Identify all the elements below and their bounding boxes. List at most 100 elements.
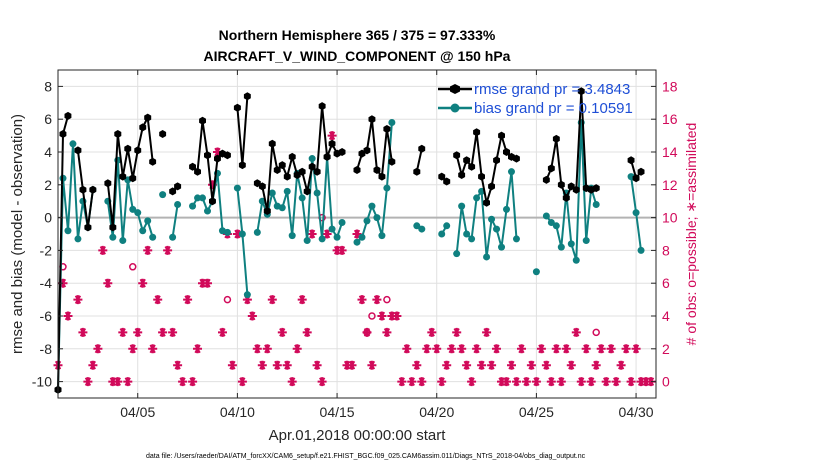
- obs-assimilated-point: [252, 344, 262, 354]
- rmse-point: [338, 148, 346, 156]
- bias-point: [333, 233, 341, 241]
- obs-assimilated-point: [556, 377, 566, 387]
- obs-assimilated-point: [342, 360, 352, 370]
- obs-assimilated-point: [372, 295, 382, 305]
- obs-assimilated-point: [626, 377, 636, 387]
- y-right-tick-label: 8: [662, 242, 670, 258]
- obs-assimilated-point: [377, 311, 387, 321]
- rmse-point: [577, 87, 585, 96]
- obs-assimilated-point: [232, 229, 242, 239]
- rmse-point: [119, 172, 127, 181]
- rmse-point: [149, 157, 157, 166]
- bias-point: [308, 155, 316, 163]
- rmse-point: [169, 187, 177, 196]
- bias-point: [488, 215, 496, 223]
- rmse-point: [214, 154, 221, 163]
- rmse-point: [378, 172, 386, 181]
- y-left-tick-label: 0: [44, 210, 52, 226]
- obs-assimilated-point: [561, 344, 571, 354]
- obs-assimilated-point: [536, 344, 546, 354]
- obs-assimilated-point: [412, 360, 422, 370]
- rmse-point: [627, 156, 635, 165]
- bias-point: [243, 291, 251, 299]
- bias-point: [493, 225, 501, 233]
- rmse-point: [209, 197, 216, 206]
- obs-assimilated-point: [362, 327, 372, 337]
- axis-ticks: 04/05 04/10 04/15 04/20 04/25 04/30 -10 -8 -6 -4 -…: [32, 70, 678, 420]
- obs-assimilated-point: [502, 377, 511, 387]
- y-left-tick-label: -6: [40, 308, 53, 324]
- rmse-point: [283, 172, 291, 181]
- rmse-point: [562, 193, 570, 202]
- obs-assimilated-point: [178, 377, 188, 387]
- obs-assimilated-point: [382, 327, 392, 337]
- bias-point: [69, 140, 77, 148]
- rmse-point: [478, 172, 485, 181]
- obs-assimilated-point: [327, 131, 337, 141]
- rmse-point: [114, 130, 122, 138]
- obs-assimilated-point: [457, 344, 467, 354]
- bias-point: [368, 202, 376, 210]
- bias-point: [328, 225, 336, 233]
- bias-point: [353, 238, 361, 246]
- rmse-point: [224, 151, 231, 160]
- obs-assimilated-point: [237, 377, 247, 387]
- y-right-tick-label: 12: [662, 177, 678, 193]
- obs-assimilated-point: [601, 377, 611, 387]
- obs-assimilated-point: [188, 377, 198, 387]
- bias-point: [74, 235, 82, 243]
- rmse-point: [144, 113, 152, 122]
- bias-point: [542, 212, 550, 220]
- y-left-tick-label: -4: [40, 275, 53, 291]
- x-tick-label: 04/10: [220, 404, 255, 420]
- rmse-point: [438, 172, 446, 181]
- bias-point: [278, 204, 286, 212]
- obs-assimilated-point: [133, 327, 143, 337]
- rmse-point: [458, 171, 466, 179]
- rmse-point: [59, 130, 67, 138]
- bias-point: [238, 230, 246, 238]
- rmse-point: [418, 144, 426, 153]
- obs-assimilated-point: [546, 377, 556, 387]
- bias-point: [592, 200, 600, 208]
- obs-assimilated-point: [422, 344, 432, 354]
- rmse-point: [189, 162, 196, 171]
- rmse-point: [552, 134, 560, 143]
- legend-rmse-label: rmse grand pr = 3.4843: [474, 81, 630, 98]
- bias-point: [283, 187, 291, 195]
- obs-assimilated-point: [332, 245, 342, 255]
- obs-assimilated-point: [631, 344, 641, 354]
- bias-point: [129, 205, 137, 213]
- obs-assimilated-point: [83, 377, 93, 387]
- bias-point: [373, 214, 381, 222]
- rmse-point: [488, 182, 495, 191]
- y-axis-right-label: # of obs: o=possible; ∗=assimilated: [683, 123, 699, 346]
- y-left-tick-label: 4: [44, 144, 52, 160]
- bias-point: [144, 217, 152, 225]
- y-right-tick-label: 0: [662, 374, 670, 390]
- obs-assimilated-point: [272, 360, 282, 370]
- rmse-point: [503, 148, 510, 156]
- y-axis-left-label: rmse and bias (model - observation): [9, 114, 26, 354]
- bias-point: [233, 184, 241, 192]
- obs-assimilated-point: [397, 377, 407, 387]
- obs-assimilated-point: [103, 278, 113, 288]
- y-right-tick-label: 14: [662, 144, 678, 160]
- y-right-tick-label: 18: [662, 78, 678, 94]
- y-left-tick-label: 2: [44, 177, 52, 193]
- bias-point: [483, 253, 491, 261]
- bias-point: [159, 191, 167, 199]
- y-right-tick-label: 4: [662, 308, 670, 324]
- rmse-point: [483, 198, 490, 207]
- obs-assimilated-point: [392, 311, 402, 321]
- obs-possible-point: [592, 328, 600, 337]
- bias-point: [453, 250, 461, 258]
- obs-assimilated-point: [247, 311, 257, 321]
- bias-point: [64, 227, 72, 235]
- obs-assimilated-point: [636, 377, 646, 387]
- obs-possible-point: [368, 312, 376, 320]
- bias-point: [632, 209, 640, 217]
- obs-assimilated-point: [297, 295, 307, 305]
- bias-point: [358, 233, 366, 241]
- obs-assimilated-point: [551, 344, 561, 354]
